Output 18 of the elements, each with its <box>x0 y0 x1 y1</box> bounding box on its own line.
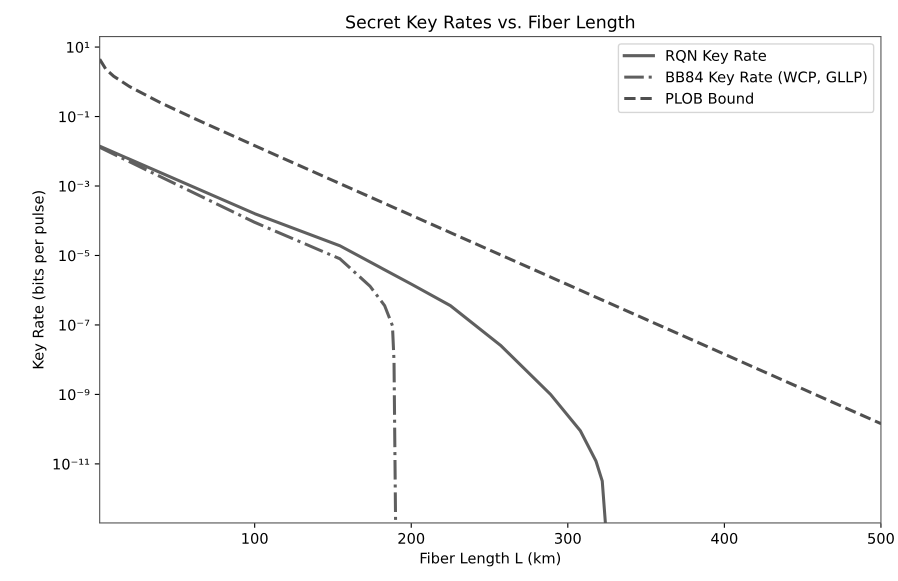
legend-label: BB84 Key Rate (WCP, GLLP) <box>666 71 867 86</box>
chart-title: Secret Key Rates vs. Fiber Length <box>346 15 634 32</box>
legend-label: PLOB Bound <box>666 92 753 104</box>
y-axis-title: Key Rate (bits per pulse) <box>32 191 46 368</box>
x-tick-label: 300 <box>555 532 581 544</box>
x-axis-title: Fiber Length L (km) <box>420 552 560 566</box>
x-tick-label: 200 <box>398 532 424 544</box>
y-tick-label: 10⁻⁷ <box>59 320 90 331</box>
y-tick-label: 10⁻³ <box>59 180 90 192</box>
legend-label: RQN Key Rate <box>666 50 766 64</box>
y-tick-label: 10¹ <box>67 42 90 53</box>
y-tick-label: 10⁻¹¹ <box>54 458 90 470</box>
y-tick-label: 10⁻⁹ <box>59 389 90 400</box>
y-tick-label: 10⁻⁵ <box>59 250 90 262</box>
x-tick-label: 400 <box>711 532 738 544</box>
x-tick-label: 500 <box>868 532 894 544</box>
y-tick-label: 10⁻¹ <box>59 111 90 122</box>
x-tick-label: 100 <box>242 532 268 544</box>
